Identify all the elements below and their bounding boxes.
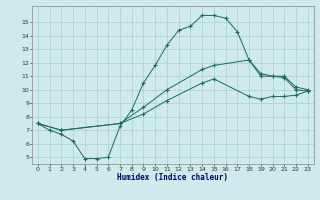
X-axis label: Humidex (Indice chaleur): Humidex (Indice chaleur) bbox=[117, 173, 228, 182]
